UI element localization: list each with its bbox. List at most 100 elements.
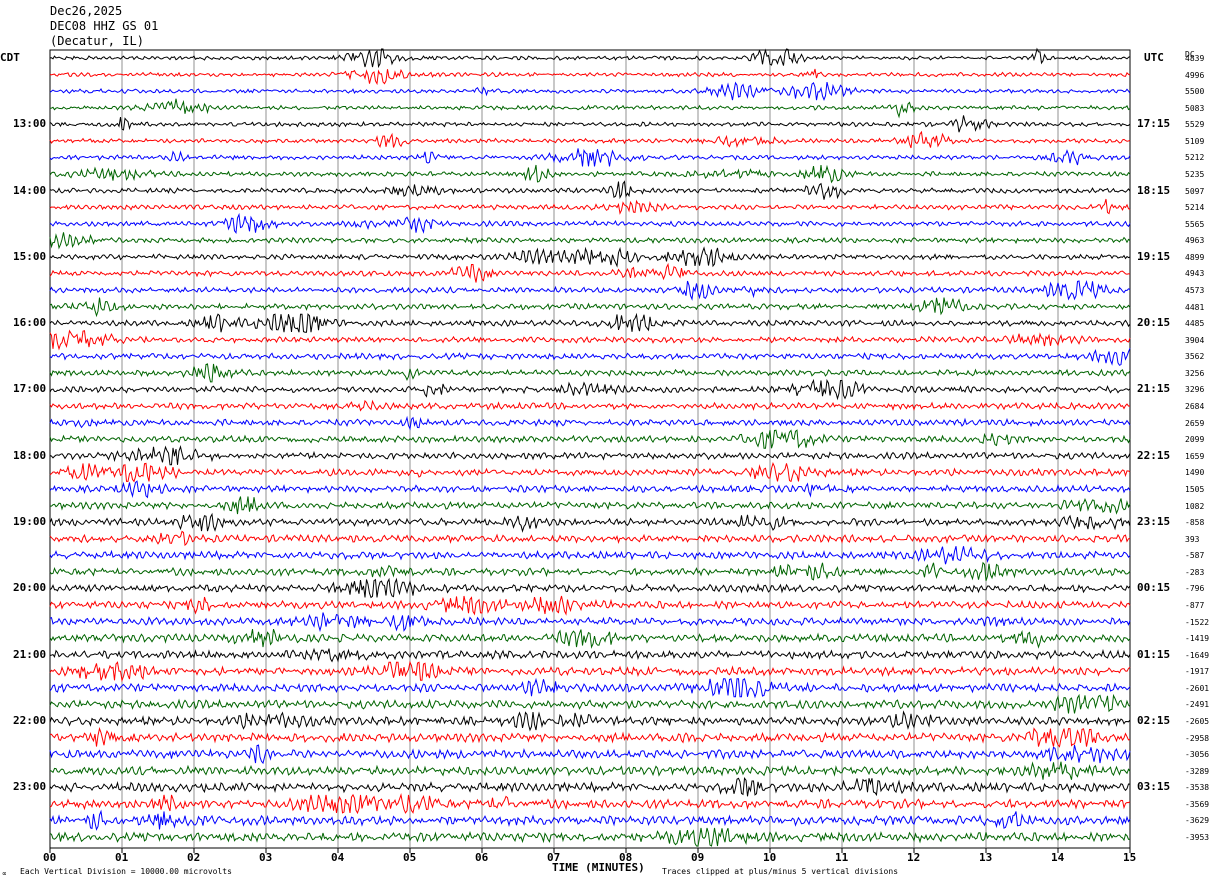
dc-offset-label: -2601 bbox=[1185, 683, 1210, 693]
cdt-hour-label: 23:00 bbox=[13, 780, 47, 794]
seismic-trace bbox=[49, 130, 1131, 149]
seismic-trace bbox=[49, 115, 1131, 133]
seismic-trace bbox=[49, 348, 1131, 366]
x-tick-label: 10 bbox=[763, 851, 777, 864]
dc-offset-label: 4899 bbox=[1185, 252, 1205, 262]
dc-offset-label: 3256 bbox=[1185, 368, 1205, 378]
dc-offset-label: 393 bbox=[1185, 534, 1200, 544]
utc-hour-label: 21:15 bbox=[1137, 382, 1171, 396]
dc-offset-label: 5529 bbox=[1185, 120, 1205, 130]
seismic-trace bbox=[49, 792, 1131, 815]
dc-offset-label: -3953 bbox=[1185, 833, 1210, 842]
seismic-trace bbox=[49, 546, 1131, 565]
cdt-hour-label: 21:00 bbox=[13, 647, 47, 661]
dc-offset-label: -2605 bbox=[1185, 716, 1210, 726]
seismic-trace bbox=[49, 198, 1131, 215]
seismic-trace bbox=[49, 164, 1131, 184]
dc-offset-label: 5235 bbox=[1185, 170, 1205, 180]
dc-offset-label: 5083 bbox=[1185, 103, 1205, 113]
utc-hour-label: 23:15 bbox=[1137, 515, 1171, 529]
dc-offset-label: 5097 bbox=[1185, 186, 1205, 196]
dc-offset-label: -1522 bbox=[1185, 617, 1210, 627]
cdt-hour-label: 20:00 bbox=[13, 581, 47, 595]
dc-offset-label: 3904 bbox=[1185, 335, 1205, 345]
dc-offset-label: -3056 bbox=[1185, 750, 1210, 760]
dc-offset-label: -3289 bbox=[1185, 766, 1210, 776]
corner-mark-icon: ∝ bbox=[2, 869, 7, 878]
seismic-trace bbox=[49, 561, 1131, 581]
dc-offset-label: 1490 bbox=[1185, 468, 1205, 478]
left-timezone-label: CDT bbox=[0, 51, 20, 64]
seismic-trace bbox=[49, 761, 1131, 780]
x-tick-label: 02 bbox=[187, 851, 201, 864]
seismic-trace bbox=[49, 628, 1131, 649]
utc-hour-label: 22:15 bbox=[1137, 448, 1171, 462]
dc-offset-label: -1419 bbox=[1185, 634, 1210, 644]
seismic-trace bbox=[49, 312, 1131, 333]
x-tick-label: 00 bbox=[43, 851, 57, 864]
dc-offset-label: -587 bbox=[1185, 551, 1205, 561]
utc-hour-label: 19:15 bbox=[1137, 249, 1171, 263]
seismic-trace bbox=[49, 744, 1131, 765]
seismic-trace bbox=[49, 399, 1131, 412]
seismic-trace bbox=[49, 329, 1131, 351]
seismic-trace bbox=[49, 612, 1131, 633]
dc-offset-label: 4943 bbox=[1185, 269, 1205, 279]
seismic-trace bbox=[49, 232, 1131, 250]
seismic-trace bbox=[49, 480, 1131, 499]
utc-hour-label: 18:15 bbox=[1137, 183, 1171, 197]
seismic-trace bbox=[49, 647, 1131, 663]
dc-offset-label: -3629 bbox=[1185, 816, 1210, 826]
seismic-trace bbox=[49, 415, 1131, 431]
x-tick-label: 05 bbox=[403, 851, 417, 864]
seismic-trace bbox=[49, 677, 1131, 699]
cdt-hour-label: 14:00 bbox=[13, 183, 47, 197]
utc-hour-label: 17:15 bbox=[1137, 117, 1171, 131]
date-label: Dec26,2025 bbox=[50, 4, 123, 18]
dc-offset-label: 2684 bbox=[1185, 402, 1205, 412]
x-tick-label: 09 bbox=[691, 851, 705, 864]
x-tick-label: 15 bbox=[1123, 851, 1137, 864]
seismic-trace bbox=[49, 726, 1131, 748]
dc-offset-label: -877 bbox=[1185, 600, 1205, 610]
dc-offset-label: 4996 bbox=[1185, 70, 1205, 80]
dc-offset-label: 5214 bbox=[1185, 203, 1205, 213]
x-tick-label: 13 bbox=[979, 851, 993, 864]
right-timezone-label: UTC bbox=[1144, 51, 1164, 64]
dc-offset-label: -283 bbox=[1185, 567, 1205, 577]
x-tick-label: 03 bbox=[259, 851, 273, 864]
x-tick-label: 14 bbox=[1051, 851, 1065, 864]
seismic-trace bbox=[49, 212, 1131, 234]
seismic-trace bbox=[49, 378, 1131, 401]
x-tick-label: 04 bbox=[331, 851, 345, 864]
plot-frame bbox=[49, 49, 1131, 849]
cdt-hour-label: 17:00 bbox=[13, 382, 47, 396]
cdt-hour-label: 22:00 bbox=[13, 713, 47, 727]
utc-hour-label: 03:15 bbox=[1137, 780, 1171, 794]
seismic-trace bbox=[49, 363, 1131, 383]
dc-offset-label: 4839 bbox=[1185, 54, 1205, 63]
utc-hour-label: 01:15 bbox=[1137, 647, 1171, 661]
dc-offset-label: 4485 bbox=[1185, 319, 1205, 329]
cdt-hour-label: 16:00 bbox=[13, 316, 47, 330]
dc-header-label: DC bbox=[1185, 50, 1195, 59]
seismic-trace bbox=[49, 595, 1131, 616]
dc-offset-label: 1659 bbox=[1185, 451, 1205, 461]
clip-note: Traces clipped at plus/minus 5 vertical … bbox=[662, 867, 899, 876]
cdt-hour-label: 18:00 bbox=[13, 448, 47, 462]
seismic-trace bbox=[49, 710, 1131, 732]
seismic-trace bbox=[49, 262, 1131, 283]
dc-offset-label: 1082 bbox=[1185, 501, 1205, 511]
seismic-trace bbox=[49, 512, 1131, 533]
seismic-trace bbox=[49, 530, 1131, 547]
seismic-trace bbox=[49, 47, 1131, 69]
dc-offset-label: -3538 bbox=[1185, 783, 1210, 793]
dc-offset-label: 5109 bbox=[1185, 136, 1205, 146]
seismic-trace bbox=[49, 660, 1131, 683]
dc-offset-label: 4573 bbox=[1185, 286, 1205, 296]
seismic-trace bbox=[49, 777, 1131, 797]
seismic-trace bbox=[49, 297, 1131, 318]
seismic-trace bbox=[49, 98, 1131, 119]
station-label: DEC08 HHZ GS 01 bbox=[50, 19, 159, 33]
